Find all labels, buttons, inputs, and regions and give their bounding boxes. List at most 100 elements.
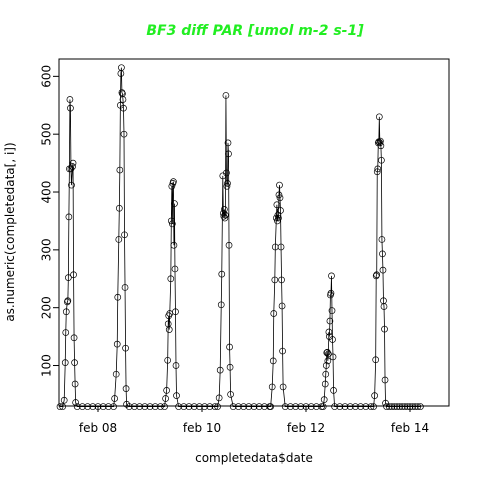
data-point [357,403,364,410]
data-point [112,370,120,378]
data-point [165,326,173,334]
data-point [381,325,388,333]
data-point [116,166,124,174]
data-point [320,396,328,403]
data-point [331,403,338,410]
data-point [146,403,154,410]
data-point [269,357,277,365]
data-point [64,297,72,305]
data-point [370,403,377,410]
data-point [287,403,294,410]
x-tick-label: feb 12 [287,421,325,435]
data-point [141,403,149,410]
data-point [175,403,182,410]
data-point [170,241,178,249]
y-tick-label: 200 [40,296,54,319]
data-point [323,348,331,356]
data-point [164,356,172,364]
data-point [220,212,228,220]
data-point [372,272,380,280]
data-point [173,392,180,399]
data-point [163,387,170,394]
data-point [190,403,198,410]
data-point [217,301,225,309]
data-point [125,403,133,410]
x-axis: feb 08 feb 10 feb 12 feb 14 [79,406,429,435]
data-point [70,334,78,342]
data-point [157,403,164,410]
data-point [271,276,279,284]
data-point [371,392,378,399]
data-point [341,403,349,410]
data-point [362,403,370,410]
data-point [278,302,286,310]
y-tick-label: 500 [40,123,54,146]
data-point [211,403,219,410]
data-point [69,163,76,170]
data-point [319,403,327,410]
data-point [62,308,70,316]
data-point [168,182,176,190]
data-point [122,385,130,392]
data-point [89,403,97,410]
data-point [219,210,227,217]
data-point [223,169,230,177]
data-point [62,329,70,336]
data-point [374,165,382,173]
data-point [118,64,125,72]
data-point [336,403,344,410]
data-point [222,92,230,99]
y-tick-label: 400 [40,181,54,204]
data-point [329,353,337,361]
data-point [328,307,336,314]
data-point [383,403,390,410]
data-point [121,284,129,291]
data-point [373,271,381,279]
data-point [136,403,143,410]
data-point [414,403,422,410]
data-point [367,403,375,410]
data-point [379,266,387,274]
y-axis: 100 200 300 400 500 600 [40,65,59,377]
data-point [65,274,72,281]
data-point [273,201,281,209]
data-point [235,403,242,410]
plot-area [56,64,424,410]
data-point [250,403,258,410]
data-point [172,362,180,369]
data-point [151,403,159,410]
data-point [404,403,411,410]
data-point [167,217,175,225]
data-point [225,150,232,158]
data-point [382,399,389,407]
data-point [328,272,335,280]
data-point [270,310,278,317]
data-point [110,403,117,410]
data-point [327,289,335,297]
data-point [120,104,127,112]
x-axis-label: completedata$date [195,451,313,465]
data-point [378,236,386,243]
data-point [167,275,175,283]
data-point [277,207,284,214]
data-point [398,403,406,410]
data-point [227,391,234,398]
data-point [171,265,179,273]
data-point [329,336,336,343]
data-point [275,214,282,222]
data-point [373,168,381,176]
data-point [411,403,419,410]
data-point [302,403,310,410]
chart-title: BF3 diff PAR [umol m-2 s-1] [146,23,364,39]
data-point [330,387,337,394]
data-point [172,308,179,316]
data-point [72,399,79,406]
plot-frame [58,58,450,407]
data-point [65,213,73,221]
data-point [119,96,127,103]
data-point [214,403,221,410]
data-point [223,182,231,190]
y-tick-label: 300 [40,238,54,261]
data-point [84,403,91,410]
